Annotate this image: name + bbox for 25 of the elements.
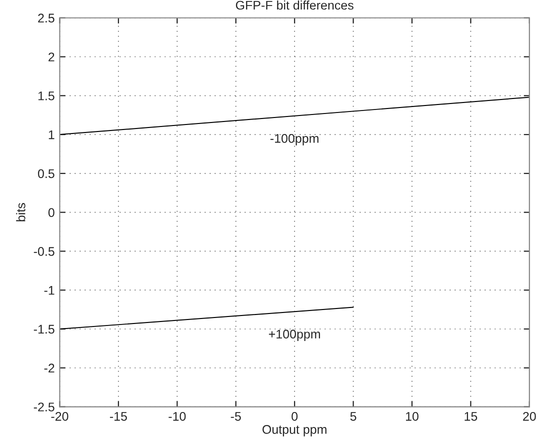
y-tick-label: 2 [48, 52, 54, 62]
y-tick-label: -1 [44, 286, 54, 295]
y-tick-label: 1.5 [38, 92, 54, 100]
x-tick-label: 5 [350, 412, 356, 421]
x-tick-label: -10 [168, 412, 186, 421]
y-tick-label: 0.5 [38, 169, 54, 178]
x-tick-label: -20 [51, 412, 68, 421]
y-tick-label: 1 [48, 130, 54, 140]
y-tick-label: 0 [48, 208, 54, 217]
x-tick-label: 20 [523, 412, 536, 421]
x-tick-label: -15 [110, 412, 127, 421]
x-tick-label: -5 [230, 412, 241, 421]
y-tick-label: -2 [44, 364, 54, 372]
y-tick-label: -0.5 [34, 247, 54, 256]
y-tick-label: 2.5 [38, 14, 54, 23]
y-tick-label: -2.5 [34, 402, 54, 412]
y-axis-title: bits [16, 203, 26, 222]
x-tick-label: 0 [292, 412, 298, 421]
series-label: +100ppm [268, 330, 320, 342]
y-tick-label: -1.5 [34, 324, 54, 334]
x-axis-title: Output ppm [262, 425, 326, 436]
x-tick-label: 15 [464, 412, 478, 421]
chart-title: GFP-F bit differences [236, 0, 354, 10]
x-tick-label: 10 [406, 412, 418, 421]
series-label: -100ppm [270, 134, 318, 146]
